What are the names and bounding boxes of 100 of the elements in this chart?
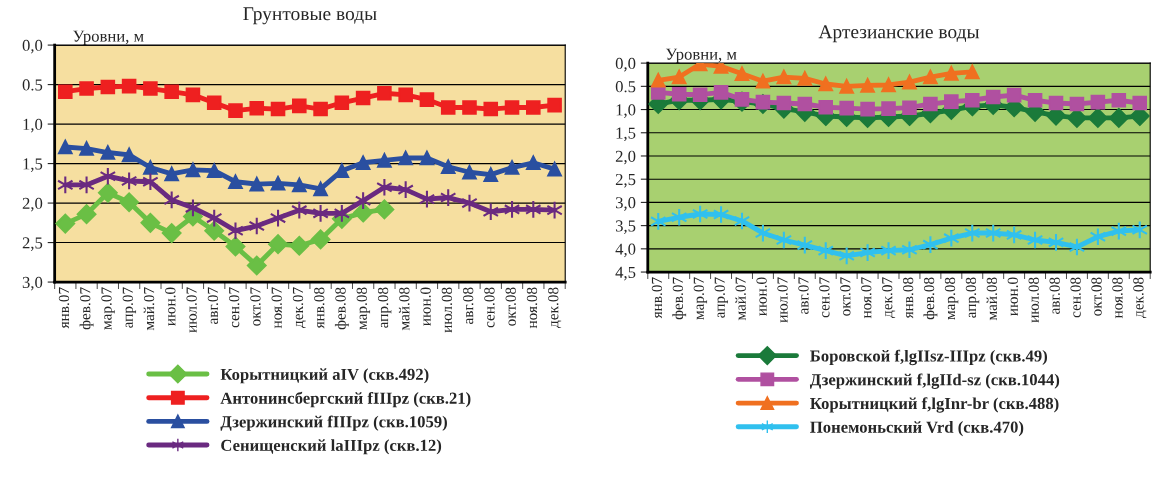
y-tick-label: 0.5 [22,79,43,91]
point [164,166,179,182]
point [377,153,392,168]
point [334,95,350,111]
point [292,177,307,193]
point [797,71,813,86]
point [246,255,267,276]
y-axis-title: Уровни, м [665,48,737,64]
point [310,229,331,250]
point [355,90,371,106]
y-axis-title: Уровни, м [73,30,144,46]
x-tick-label: сен.08 [484,287,495,328]
point [483,167,499,182]
x-tick-label: ноя.08 [526,287,538,329]
point [419,150,435,166]
point [225,236,246,257]
point [860,78,875,93]
point [270,101,286,117]
point [164,84,179,99]
point [100,145,116,160]
y-tick-label: 2,0 [615,150,636,165]
point [355,155,371,171]
legend-label: Дзержинский f,lgIId-sz (скв.1044) [809,373,1060,389]
x-tick-label: авг.08 [1049,277,1060,315]
x-tick-label: мар.08 [356,287,371,330]
point [161,223,182,243]
point [1111,92,1127,108]
x-tick-label: фев.07 [672,277,687,320]
y-tick-label: 1,0 [616,104,636,118]
x-tick-label: авг.08 [463,287,474,325]
x-tick-label: ноя.07 [271,287,282,329]
x-tick-label: дек.07 [292,287,306,328]
x-tick-label: дек.07 [882,277,896,318]
x-tick-label: авг.07 [798,277,809,315]
x-tick-label: июн.0 [756,277,767,316]
point [140,212,161,233]
point [228,174,243,190]
point [755,73,771,89]
point [121,78,137,94]
point [1069,96,1085,112]
point [292,98,307,114]
point [462,164,477,180]
x-tick-label: сен.07 [229,287,240,328]
point [901,240,918,260]
y-tick-label: 2,5 [22,237,43,251]
x-tick-label: апр.08 [965,277,980,318]
point [526,100,541,115]
point [1087,108,1108,128]
legend-label: Дзержинский fIIIpz (скв.1059) [220,415,447,431]
x-tick-label: июн.0 [420,287,431,326]
y-tick-label: 1,5 [616,127,636,142]
point [818,76,834,92]
x-tick-label: мар.07 [693,277,708,320]
y-tick-label: 0,0 [22,39,43,54]
point [249,100,265,116]
point [923,69,938,85]
point [462,100,477,115]
point [419,92,435,107]
x-tick-label: сен.07 [819,277,830,318]
point [1132,95,1148,111]
x-tick-label: янв.07 [58,287,70,329]
x-tick-label: мар.08 [944,277,959,320]
chart-title: Артезианские воды [818,25,980,43]
point [964,92,980,108]
x-tick-label: янв.07 [651,277,663,319]
point [713,85,729,100]
point [268,234,288,255]
point [377,85,392,101]
point [206,163,222,178]
point [440,159,456,175]
point [143,160,158,175]
point [797,96,813,112]
x-tick-label: авг.07 [207,287,219,325]
point [547,97,562,113]
x-tick-label: май.07 [735,277,746,321]
point [671,86,687,102]
x-tick-label: дек.08 [1133,277,1147,318]
point [269,208,287,228]
y-tick-label: 1,5 [23,158,43,172]
point [398,87,413,103]
y-tick-label: 2,5 [615,173,636,188]
chart-title: Грунтовые воды [243,7,377,25]
y-tick-label: 3,0 [22,276,43,291]
point [79,141,94,156]
point [547,161,562,177]
x-tick-label: июл.08 [441,287,453,333]
x-tick-label: окт.07 [250,287,261,326]
x-tick-label: фев.07 [79,287,94,330]
x-tick-label: окт.07 [840,277,851,316]
point [289,235,310,256]
point [692,87,708,102]
y-tick-label: 2,0 [22,197,43,212]
x-tick-label: апр.07 [122,287,137,328]
x-tick-label: май.08 [986,277,998,321]
point [228,103,243,118]
point [526,155,541,171]
point [964,64,980,80]
point [650,73,666,88]
y-tick-label: 0.5 [615,81,636,93]
x-tick-label: июн.0 [165,287,176,326]
